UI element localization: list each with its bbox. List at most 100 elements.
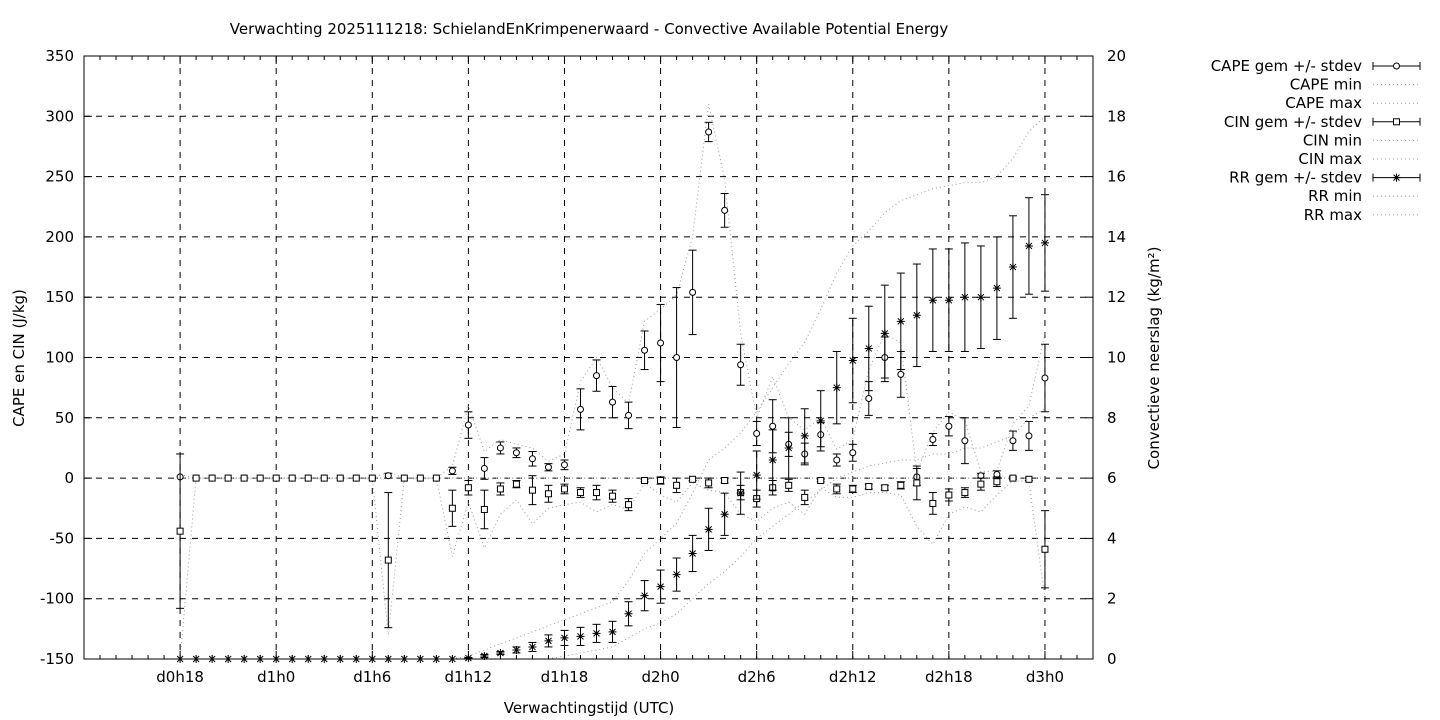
x-tick-label: d0h18: [156, 668, 204, 686]
x-tick-label: d2h18: [925, 668, 973, 686]
cin-marker: [625, 501, 633, 509]
y-tick-label: 250: [45, 168, 74, 186]
rr-marker: [512, 645, 521, 654]
chart-title: Verwachting 2025111218: SchielandEnKrimp…: [230, 20, 949, 38]
cin-marker: [705, 479, 713, 487]
cin-marker: [192, 474, 200, 482]
cin-marker: [593, 489, 601, 497]
cin-marker: [801, 493, 809, 501]
cape-marker: [560, 461, 568, 469]
cin-marker: [176, 527, 184, 535]
cape-max-line: [179, 104, 1046, 479]
rr-marker: [784, 443, 793, 452]
legend-label: CAPE max: [1285, 94, 1362, 112]
cin-marker: [304, 474, 312, 482]
legend-label: CAPE min: [1290, 76, 1362, 94]
cape-marker: [512, 449, 520, 457]
cin-marker: [833, 485, 841, 493]
cin-marker: [240, 474, 248, 482]
cin-marker: [464, 484, 472, 492]
y2-tick-label: 6: [1107, 469, 1117, 487]
cin-marker: [496, 485, 504, 493]
rr-marker: [960, 293, 969, 302]
rr-marker: [544, 636, 553, 645]
cin-marker: [480, 505, 488, 513]
rr-marker: [560, 633, 569, 642]
cin-marker: [881, 484, 889, 492]
rr-marker: [1392, 173, 1401, 182]
rr-marker: [976, 293, 985, 302]
y-tick-label: 300: [45, 107, 74, 125]
cin-marker: [512, 480, 520, 488]
x-axis-label: Verwachtingstijd (UTC): [504, 699, 675, 717]
x-tick-label: d1h12: [445, 668, 493, 686]
cin-marker: [657, 477, 665, 485]
rr-marker: [848, 356, 857, 365]
rr-marker: [576, 632, 585, 641]
rr-marker: [640, 591, 649, 600]
cin-marker: [1041, 545, 1049, 553]
grid: [84, 56, 1093, 659]
rr-marker: [704, 525, 713, 534]
cin-marker: [1393, 118, 1400, 126]
cin-marker: [849, 485, 857, 493]
cin-marker: [560, 485, 568, 493]
rr-marker: [1008, 263, 1017, 272]
cape-marker: [625, 411, 633, 419]
y-tick-label: 150: [45, 288, 74, 306]
cape-marker: [1393, 62, 1400, 70]
cape-marker: [480, 464, 488, 472]
y-axis-label: CAPE en CIN (J/kg): [10, 289, 28, 427]
rr-marker: [688, 549, 697, 558]
y2-tick-label: 16: [1107, 168, 1126, 186]
rr-marker: [832, 383, 841, 392]
legend-label: CIN gem +/- stdev: [1224, 113, 1362, 131]
cin-marker: [961, 489, 969, 497]
y-tick-label: 50: [55, 409, 74, 427]
rr-marker: [736, 489, 745, 498]
cape-marker: [929, 436, 937, 444]
cin-marker: [576, 489, 584, 497]
cape-marker: [865, 395, 873, 403]
x-tick-label: d2h12: [829, 668, 877, 686]
y2-tick-label: 14: [1107, 228, 1126, 246]
rr-marker: [592, 629, 601, 638]
cin-marker: [208, 474, 216, 482]
cape-marker: [496, 444, 504, 452]
cape-marker: [753, 429, 761, 437]
cape-marker: [1009, 437, 1017, 445]
y2-tick-label: 8: [1107, 409, 1117, 427]
cape-marker: [448, 467, 456, 475]
y2-tick-label: 12: [1107, 288, 1126, 306]
x-tick-label: d2h6: [738, 668, 776, 686]
rr-marker: [1040, 238, 1049, 247]
y-tick-label: -100: [40, 590, 74, 608]
cape-marker: [1041, 374, 1049, 382]
cin-marker: [224, 474, 232, 482]
cin-marker: [785, 481, 793, 489]
legend-label: RR gem +/- stdev: [1229, 169, 1362, 187]
y2-tick-label: 0: [1107, 650, 1117, 668]
y-tick-label: 200: [45, 228, 74, 246]
rr-marker: [928, 296, 937, 305]
cape-marker: [544, 463, 552, 471]
cape-marker: [384, 472, 392, 480]
x-tick-label: d2h0: [642, 668, 680, 686]
y-tick-label: 0: [64, 469, 74, 487]
rr-marker: [528, 642, 537, 651]
cin-marker: [432, 474, 440, 482]
cin-marker: [945, 491, 953, 499]
rr-marker: [624, 609, 633, 618]
cape-marker: [673, 354, 681, 361]
cin-marker: [865, 483, 873, 491]
cin-marker: [320, 474, 328, 482]
cin-marker: [288, 474, 296, 482]
y2-tick-label: 18: [1107, 107, 1126, 125]
cape-marker: [528, 455, 536, 463]
rr-marker: [944, 296, 953, 305]
y2-tick-label: 2: [1107, 590, 1117, 608]
cin-marker: [368, 474, 376, 482]
cin-marker: [977, 480, 985, 488]
cin-marker: [448, 504, 456, 512]
